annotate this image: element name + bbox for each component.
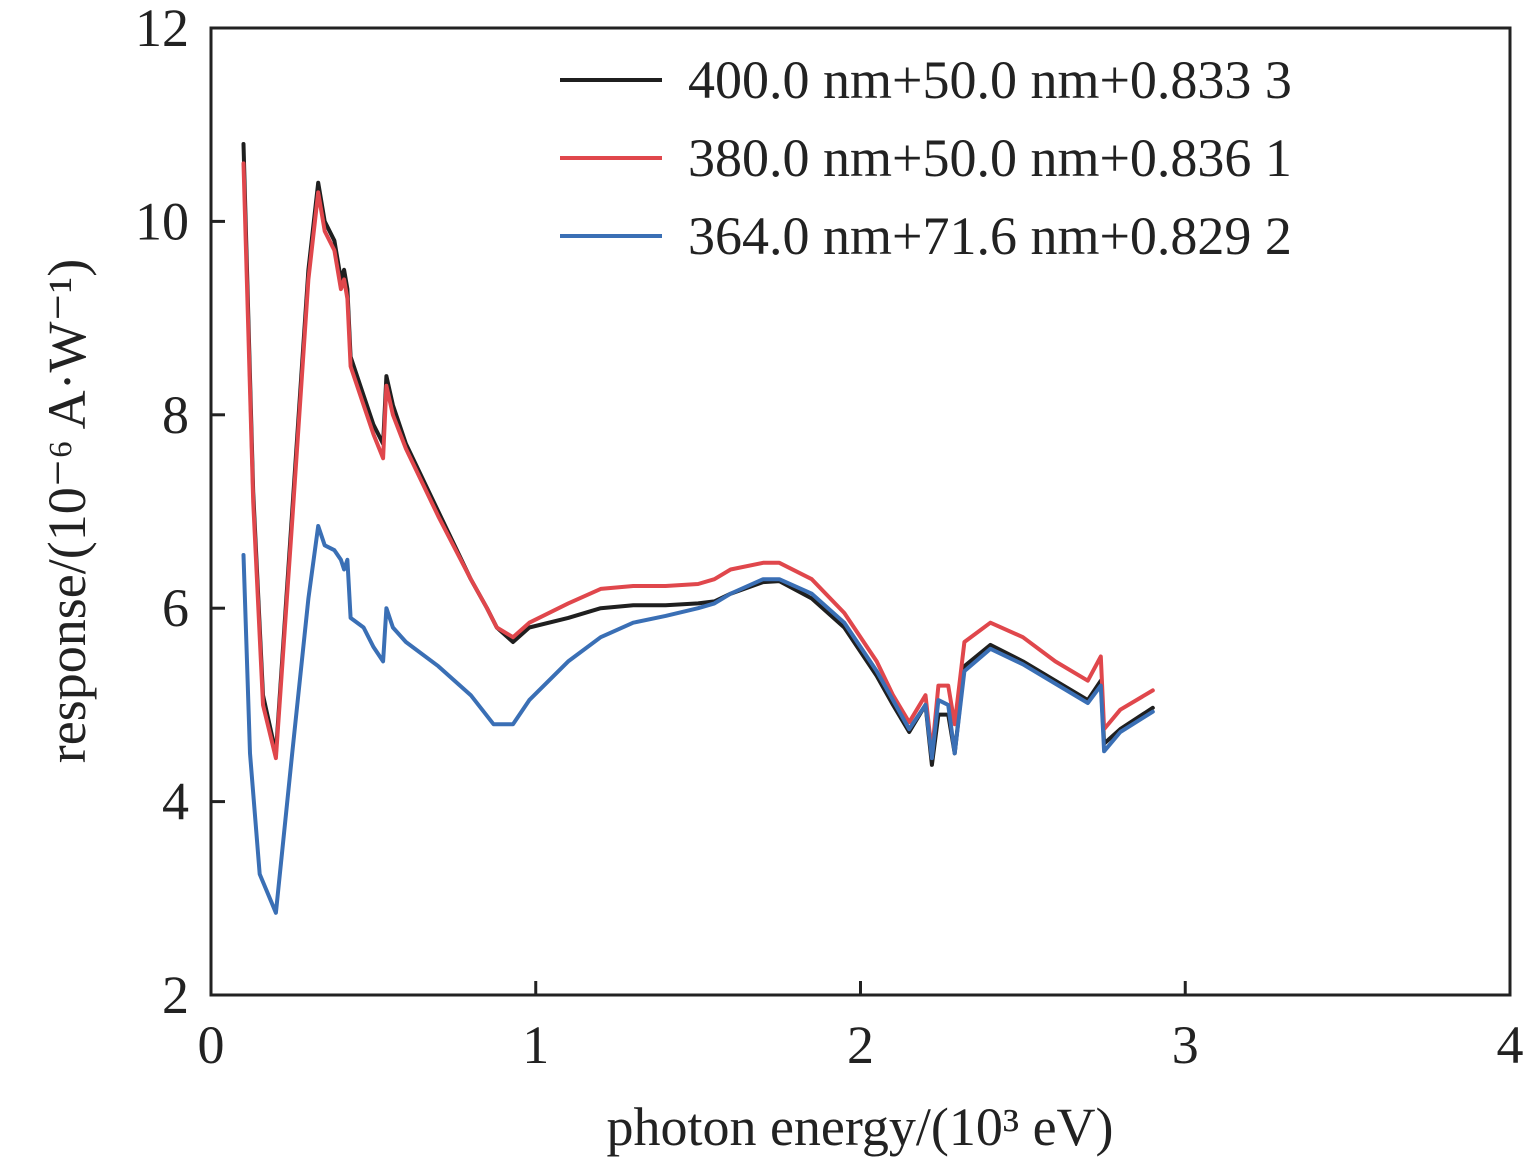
legend-label-1: 400.0 nm+50.0 nm+0.833 3 [688, 50, 1292, 110]
x-tick-label: 2 [847, 1015, 874, 1075]
legend-label-3: 364.0 nm+71.6 nm+0.829 2 [688, 206, 1292, 266]
x-tick-label: 1 [522, 1015, 549, 1075]
x-tick-label: 0 [198, 1015, 225, 1075]
x-tick-label: 4 [1497, 1015, 1524, 1075]
x-axis-label: photon energy/(10³ eV) [606, 1097, 1113, 1157]
y-axis-label: response/(10⁻⁶ A·W⁻¹) [37, 259, 97, 763]
legend: 400.0 nm+50.0 nm+0.833 3 380.0 nm+50.0 nm… [560, 50, 1292, 266]
x-tick-label: 3 [1172, 1015, 1199, 1075]
y-tick-label: 8 [162, 385, 189, 445]
series-layer [241, 142, 1155, 915]
series-line-2 [241, 161, 1155, 761]
y-tick-label: 12 [135, 0, 189, 58]
y-tick-label: 4 [162, 772, 189, 832]
y-tick-label: 6 [162, 578, 189, 638]
series-line-3 [241, 524, 1155, 915]
y-tick-label: 10 [135, 191, 189, 251]
legend-label-2: 380.0 nm+50.0 nm+0.836 1 [688, 128, 1292, 188]
y-tick-label: 2 [162, 965, 189, 1025]
